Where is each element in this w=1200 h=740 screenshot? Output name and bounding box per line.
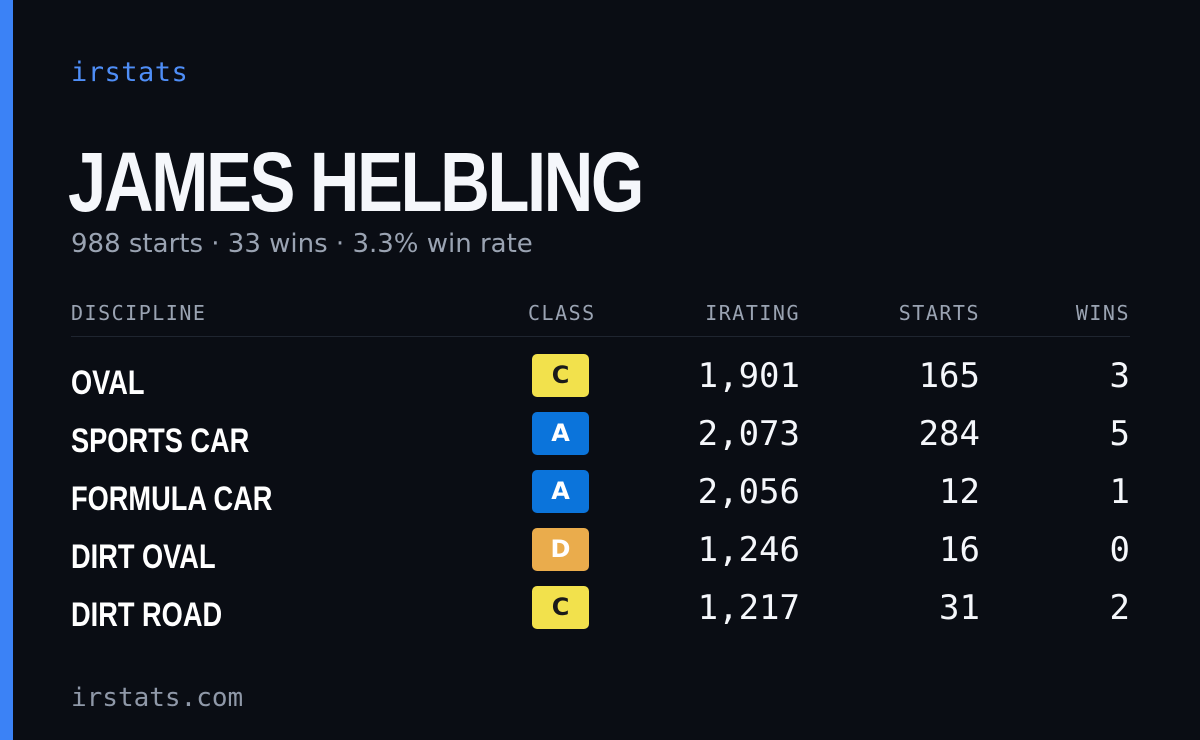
footer-url: irstats.com (71, 683, 244, 713)
wins-value: 0 (1109, 530, 1130, 570)
class-badge: A (532, 412, 589, 455)
brand-logo-text: irstats (71, 57, 189, 88)
discipline-name: SPORTS CAR (71, 422, 250, 460)
discipline-name: DIRT ROAD (71, 596, 223, 634)
table-body: OVAL C 1,901 165 3 SPORTS CAR A 2,073 28… (71, 353, 1130, 643)
header-wins: WINS (1075, 301, 1130, 325)
class-badge: C (532, 354, 589, 397)
irating-value: 1,217 (697, 588, 800, 628)
player-summary: 988 starts · 33 wins · 3.3% win rate (71, 229, 533, 259)
irating-value: 1,246 (697, 530, 800, 570)
irating-value: 2,073 (697, 414, 800, 454)
header-class: CLASS (528, 301, 596, 325)
table-row: DIRT OVAL D 1,246 16 0 (71, 527, 1130, 585)
player-name: JAMES HELBLING (68, 135, 645, 229)
class-badge: D (532, 528, 589, 571)
table-row: SPORTS CAR A 2,073 284 5 (71, 411, 1130, 469)
accent-bar (0, 0, 13, 740)
header-irating: IRATING (705, 301, 800, 325)
table-header: DISCIPLINE CLASS IRATING STARTS WINS (71, 298, 1130, 337)
discipline-name: FORMULA CAR (71, 480, 273, 518)
wins-value: 5 (1109, 414, 1130, 454)
wins-value: 3 (1109, 356, 1130, 396)
table-row: DIRT ROAD C 1,217 31 2 (71, 585, 1130, 643)
discipline-name: DIRT OVAL (71, 538, 216, 576)
irating-value: 2,056 (697, 472, 800, 512)
starts-value: 12 (939, 472, 980, 512)
starts-value: 31 (939, 588, 980, 628)
table-row: OVAL C 1,901 165 3 (71, 353, 1130, 411)
irating-value: 1,901 (697, 356, 800, 396)
starts-value: 165 (918, 356, 980, 396)
starts-value: 16 (939, 530, 980, 570)
header-discipline: DISCIPLINE (71, 301, 207, 325)
discipline-table: DISCIPLINE CLASS IRATING STARTS WINS OVA… (71, 298, 1130, 634)
starts-value: 284 (918, 414, 980, 454)
table-row: FORMULA CAR A 2,056 12 1 (71, 469, 1130, 527)
class-badge: A (532, 470, 589, 513)
wins-value: 2 (1109, 588, 1130, 628)
header-starts: STARTS (898, 301, 980, 325)
discipline-name: OVAL (71, 364, 145, 402)
class-badge: C (532, 586, 589, 629)
wins-value: 1 (1109, 472, 1130, 512)
